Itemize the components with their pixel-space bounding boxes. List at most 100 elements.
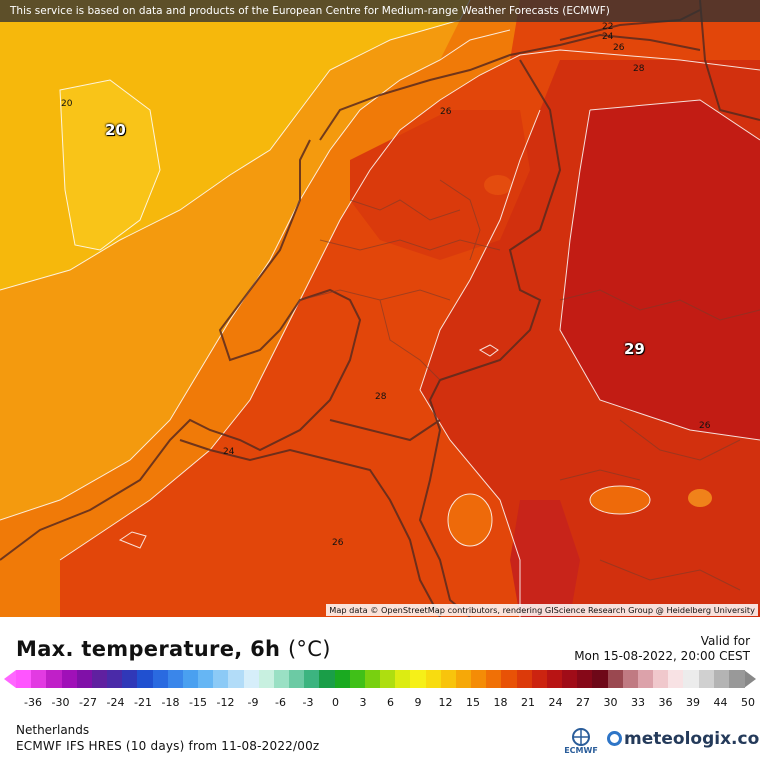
colorbar-tick-label: 6: [387, 696, 394, 709]
ecmwf-logo: ECMWF: [562, 727, 600, 757]
colorbar-tick-label: 27: [576, 696, 590, 709]
colorbar-segment: [364, 670, 381, 688]
map-title: Max. temperature, 6h (°C): [16, 637, 331, 661]
colorbar-tick-label: -15: [189, 696, 207, 709]
colorbar-tick-label: 30: [603, 696, 618, 709]
map-attribution: Map data © OpenStreetMap contributors, r…: [326, 604, 758, 616]
province-borders: [299, 179, 760, 591]
colorbar-segment: [137, 670, 154, 688]
disclaimer-banner: This service is based on data and produc…: [0, 0, 760, 22]
ecmwf-logo-text: ECMWF: [564, 746, 598, 755]
spot-warm-1: [484, 175, 512, 195]
colorbar-segment: [243, 670, 260, 688]
colorbar-segment: [440, 670, 457, 688]
colorbar-min-arrow: [4, 670, 16, 688]
colorbar-segment: [198, 670, 214, 688]
colorbar-tick-label: 12: [438, 696, 453, 709]
meteologix-logo[interactable]: meteologix.com: [607, 729, 760, 749]
legend-panel: Max. temperature, 6h (°C) Valid for Mon …: [0, 617, 760, 760]
valid-for-label: Valid for: [700, 634, 750, 648]
colorbar-segment: [289, 670, 305, 688]
colorbar-tick-label: -21: [134, 696, 152, 709]
colorbar-tick-label: -36: [24, 696, 42, 709]
colorbar-segment: [273, 670, 290, 688]
colorbar-segment: [61, 670, 78, 688]
map-canvas: [0, 0, 760, 617]
contour-label: 24: [602, 32, 614, 42]
colorbar-segment: [167, 670, 184, 688]
colorbar-segment: [334, 670, 351, 688]
colorbar-segment: [107, 670, 123, 688]
colorbar-segment: [592, 670, 609, 688]
colorbar-tick-label: 9: [414, 696, 422, 709]
meteologix-text: meteologix.com: [624, 729, 760, 749]
colorbar-tick-label: 50: [741, 696, 755, 709]
model-label: ECMWF IFS HRES (10 days) from 11-08-2022…: [16, 739, 320, 753]
temperature-map: This service is based on data and produc…: [0, 0, 760, 617]
spot-cool-3: [688, 489, 712, 507]
colorbar-segment: [622, 670, 639, 688]
colorbar-segment: [728, 670, 745, 688]
colorbar-segment: [91, 670, 108, 688]
colorbar-tick-label: 3: [359, 696, 367, 709]
spot-cool-2: [590, 486, 650, 514]
colorbar-segment: [16, 670, 32, 688]
colorbar-tick-label: 44: [713, 696, 728, 709]
contour-label: 24: [223, 447, 235, 457]
contour-label: 22: [602, 22, 614, 32]
colorbar-segment: [668, 670, 684, 688]
colorbar-tick-label: 33: [631, 696, 645, 709]
colorbar-segment: [562, 670, 578, 688]
zone-20: [60, 80, 160, 250]
colorbar-segment: [258, 670, 275, 688]
colorbar-tick-label: 21: [521, 696, 535, 709]
colorbar-max-arrow: [744, 670, 756, 688]
colorbar-segment: [228, 670, 245, 688]
colorbar-segment: [683, 670, 700, 688]
colorbar-tick-label: -6: [275, 696, 286, 709]
isolines: [0, 0, 760, 617]
colorbar-segment: [698, 670, 715, 688]
contour-label: 28: [375, 392, 387, 402]
colorbar-segment: [304, 670, 320, 688]
meteologix-icon: [607, 731, 622, 746]
map-title-unit: (°C): [287, 637, 331, 661]
colorbar-segment: [713, 670, 730, 688]
colorbar-tick-label: -24: [106, 696, 125, 709]
colorbar-segment: [380, 670, 396, 688]
contour-label: 26: [332, 538, 344, 548]
colorbar-segment: [395, 670, 411, 688]
temperature-label-20: 20: [105, 121, 126, 139]
colorbar-tick-label: 15: [466, 696, 480, 709]
colorbar-tick-label: 18: [493, 696, 508, 709]
colorbar-segment: [637, 670, 654, 688]
map-title-text: Max. temperature, 6h: [16, 637, 281, 661]
colorbar-segment: [31, 670, 47, 688]
zone-29-south: [510, 500, 580, 617]
colorbar-segment: [122, 670, 138, 688]
spot-cool-1: [448, 494, 492, 546]
colorbar-segment: [516, 670, 533, 688]
colorbar-segment: [76, 670, 93, 688]
colorbar-segment: [182, 670, 199, 688]
colorbar-segment: [213, 670, 229, 688]
colorbar-segment: [46, 670, 63, 688]
colorbar-segment: [152, 670, 169, 688]
contour-label: 26: [440, 107, 452, 117]
colorbar-tick-label: 36: [658, 696, 673, 709]
colorbar-segment: [425, 670, 442, 688]
colorbar-segment: [577, 670, 593, 688]
colorbar-segment: [349, 670, 366, 688]
zone-29: [560, 100, 760, 440]
region-label: Netherlands: [16, 723, 90, 737]
colorbar-tick-label: -3: [302, 696, 314, 709]
colorbar-segment: [410, 670, 427, 688]
color-scale-bar: [4, 670, 756, 688]
colorbar-segment: [501, 670, 518, 688]
temperature-label-29: 29: [624, 340, 645, 358]
colorbar-segment: [653, 670, 669, 688]
colorbar-tick-label: -12: [216, 696, 235, 709]
colorbar-tick-label: -27: [79, 696, 97, 709]
ecmwf-logo-icon: [572, 728, 590, 746]
contour-label: 20: [61, 99, 73, 109]
